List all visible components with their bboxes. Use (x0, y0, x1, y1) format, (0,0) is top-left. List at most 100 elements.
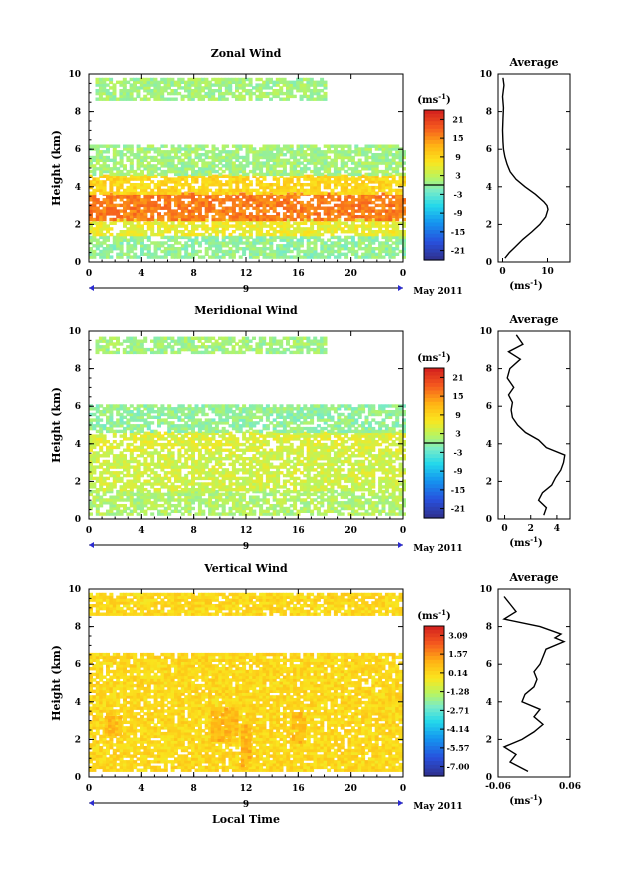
heatmap-cell (242, 183, 247, 187)
heatmap-cell (208, 155, 213, 160)
heatmap-cell (381, 209, 386, 213)
heatmap-cell (116, 161, 121, 165)
heatmap-cell (279, 172, 284, 177)
heatmap-cell (160, 174, 165, 178)
heatmap-cell (296, 153, 301, 157)
heatmap-cell (395, 235, 400, 240)
heatmap-cell (174, 203, 178, 208)
heatmap-cell (282, 232, 287, 237)
heatmap-cell (364, 191, 369, 195)
heatmap-cell (347, 167, 352, 171)
heatmap-cell (191, 147, 195, 151)
heatmap-cell (320, 191, 325, 195)
heatmap-cell (259, 185, 264, 190)
heatmap-cell (204, 238, 209, 242)
heatmap-cell (337, 238, 342, 242)
heatmap-cell (313, 238, 318, 242)
heatmap-cell (225, 198, 230, 202)
heatmap-cell (299, 206, 304, 210)
heatmap-cell (201, 238, 206, 242)
heatmap-cell (123, 167, 127, 171)
heatmap-cell (126, 169, 131, 174)
heatmap-cell (150, 255, 155, 259)
heatmap-cell (119, 94, 124, 99)
heatmap-cell (235, 235, 240, 240)
heatmap-cell (391, 247, 396, 251)
heatmap-cell (170, 221, 175, 225)
heatmap-cell (316, 200, 321, 205)
heatmap-cell (228, 195, 233, 199)
heatmap-cell (286, 249, 291, 254)
heatmap-cell (357, 158, 362, 162)
heatmap-cell (112, 241, 117, 245)
heatmap-cell (333, 244, 338, 248)
heatmap-cell (184, 244, 189, 248)
heatmap-cell (197, 203, 202, 208)
y-tick-label: 2 (75, 220, 81, 230)
heatmap-cell (153, 83, 158, 87)
heatmap-cell (313, 195, 318, 199)
heatmap-cell (293, 150, 298, 154)
heatmap-cell (316, 80, 321, 84)
heatmap-cell (123, 153, 127, 157)
heatmap-cell (330, 209, 335, 213)
heatmap-cell (262, 191, 267, 195)
heatmap-cell (361, 188, 366, 193)
colorbar-segment (424, 218, 444, 224)
heatmap-cell (221, 144, 226, 148)
heatmap-cell (116, 185, 121, 190)
heatmap-cell (228, 247, 233, 251)
heatmap-cell (102, 80, 107, 84)
heatmap-cell (367, 212, 372, 216)
heatmap-cell (344, 217, 349, 222)
heatmap-cell (337, 155, 342, 160)
heatmap-cell (269, 252, 274, 256)
heatmap-cell (282, 172, 287, 177)
heatmap-cell (146, 89, 151, 93)
heatmap-cell (119, 174, 124, 178)
heatmap-cell (109, 221, 114, 225)
heatmap-cell (98, 80, 103, 84)
heatmap-cell (374, 177, 379, 181)
heatmap-cell (99, 167, 104, 171)
heatmap-cell (89, 212, 93, 216)
heatmap-cell (133, 185, 138, 190)
heatmap-cell (92, 471, 97, 475)
heatmap-cell (211, 195, 216, 199)
heatmap-cell (214, 241, 219, 245)
heatmap-cell (136, 89, 141, 93)
heatmap-cell (157, 185, 161, 190)
heatmap-cell (245, 172, 250, 177)
heatmap-cell (313, 164, 318, 168)
heatmap-cell (170, 147, 175, 151)
heatmap-cell (197, 206, 202, 210)
heatmap-cell (242, 252, 247, 256)
heatmap-cell (122, 89, 127, 93)
heatmap-cell (303, 230, 308, 234)
heatmap-cell (327, 249, 332, 254)
heatmap-cell (208, 203, 213, 208)
heatmap-cell (150, 80, 154, 84)
heatmap-cell (292, 94, 297, 99)
heatmap-cell (357, 183, 362, 187)
heatmap-cell (262, 232, 267, 237)
heatmap-cell (95, 147, 100, 151)
heatmap-cell (102, 235, 107, 240)
heatmap-cell (177, 215, 182, 219)
heatmap-cell (350, 198, 355, 202)
heatmap-cell (167, 235, 172, 240)
heatmap-cell (248, 215, 253, 219)
heatmap-cell (126, 97, 131, 101)
heatmap-cell (160, 457, 165, 461)
heatmap-cell (272, 161, 277, 165)
heatmap-cell (265, 169, 270, 174)
heatmap-cell (354, 191, 359, 195)
heatmap-cell (374, 172, 379, 177)
heatmap-cell (347, 457, 352, 461)
heatmap-cell (89, 174, 93, 178)
heatmap-cell (140, 224, 144, 228)
heatmap-cell (262, 161, 267, 165)
heatmap-cell (398, 174, 403, 178)
heatmap-cell (126, 232, 131, 237)
heatmap-cell (350, 158, 355, 162)
